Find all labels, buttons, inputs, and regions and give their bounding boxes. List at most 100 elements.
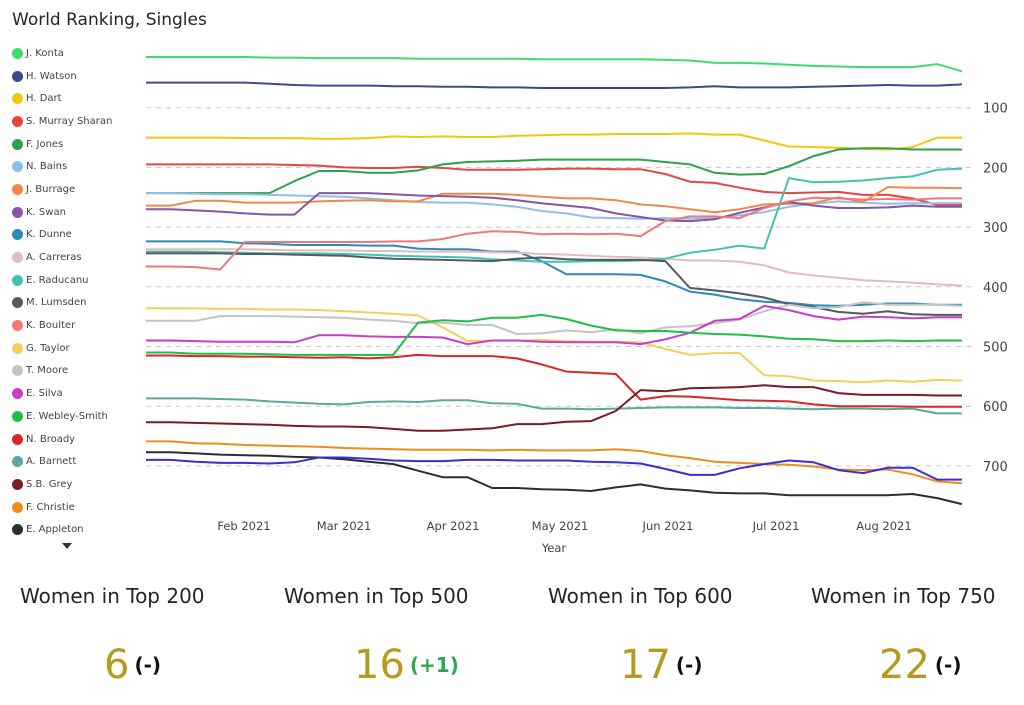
legend-item[interactable]: M. Lumsden [12, 292, 142, 315]
legend-label: K. Dunne [26, 229, 72, 241]
legend-item[interactable]: E. Appleton [12, 518, 142, 541]
x-tick-label: Feb 2021 [217, 519, 270, 533]
legend-item[interactable]: H. Watson [12, 65, 142, 88]
x-tick-label: Aug 2021 [856, 519, 911, 533]
legend-item[interactable]: F. Christie [12, 496, 142, 519]
legend-marker-icon [12, 229, 23, 241]
legend-label: F. Christie [26, 501, 75, 513]
kpi-value: 6 [104, 642, 130, 688]
series-line-h-dart [146, 132, 962, 151]
x-tick-label: Jul 2021 [752, 519, 800, 533]
series-line-g-taylor [146, 307, 963, 384]
legend-marker-icon [12, 524, 23, 536]
legend-item[interactable]: E. Raducanu [12, 269, 142, 292]
legend-marker-icon [12, 183, 23, 195]
legend-item[interactable]: S.B. Grey [12, 473, 142, 496]
kpi-top-600: Women in Top 600 17 (-) [548, 584, 804, 688]
legend-marker-icon [12, 342, 23, 354]
legend-item[interactable]: T. Moore [12, 360, 142, 383]
series-line-k-swan [146, 192, 962, 223]
kpi-top-750: Women in Top 750 22 (-) [811, 584, 1024, 688]
legend-label: F. Jones [26, 138, 64, 150]
kpi-label: Women in Top 600 [548, 584, 733, 608]
legend-marker-icon [12, 320, 23, 332]
legend-marker-icon [12, 161, 23, 173]
series-line-j-burrage [146, 186, 963, 214]
x-tick-label: Jun 2021 [642, 519, 694, 533]
legend-item[interactable]: K. Dunne [12, 224, 142, 247]
legend-marker-icon [12, 70, 23, 82]
series-line-e-silva [146, 304, 962, 346]
legend-item[interactable]: K. Swan [12, 201, 142, 224]
legend-scroll-down-icon[interactable] [62, 543, 72, 549]
legend-label: J. Konta [26, 47, 64, 59]
legend-item[interactable]: E. Silva [12, 382, 142, 405]
series-line-j-konta [146, 56, 963, 73]
legend-marker-icon [12, 297, 23, 309]
legend-marker-icon [12, 115, 23, 127]
legend-marker-icon [12, 501, 23, 513]
kpi-value: 22 [879, 642, 930, 688]
line-chart: 100 200 300 400 500 600 700 Feb 2021 Mar 2021 Apr… [146, 56, 1008, 555]
legend-label: E. Silva [26, 388, 63, 400]
kpi-delta: (-) [134, 653, 162, 677]
y-tick-label: 300 [983, 221, 1008, 236]
legend-item[interactable]: K. Boulter [12, 314, 142, 337]
series-line-h-watson [146, 81, 963, 89]
legend-label: A. Barnett [26, 456, 77, 468]
legend-item[interactable]: J. Burrage [12, 178, 142, 201]
legend-item[interactable]: J. Konta [12, 42, 142, 65]
kpi-label: Women in Top 500 [284, 584, 469, 608]
kpi-label: Women in Top 200 [20, 584, 205, 608]
kpi-delta: (+1) [409, 653, 459, 677]
legend-marker-icon [12, 138, 23, 150]
series-line-n-bains [146, 192, 962, 220]
legend-item[interactable]: N. Broady [12, 428, 142, 451]
legend-label: G. Taylor [26, 342, 70, 354]
legend-marker-icon [12, 478, 23, 490]
legend-marker-icon [12, 274, 23, 286]
series-line-s-murray-sharan [146, 163, 962, 206]
series-line-k-boulter [146, 196, 962, 271]
kpi-delta: (-) [675, 653, 703, 677]
legend-marker-icon [12, 206, 23, 218]
legend-item[interactable]: E. Webley-Smith [12, 405, 142, 428]
legend-marker-icon [12, 93, 23, 105]
x-tick-label: May 2021 [532, 519, 589, 533]
y-tick-label: 700 [983, 460, 1008, 475]
chart-title: World Ranking, Singles [12, 10, 207, 30]
legend-marker-icon [12, 410, 23, 422]
y-tick-label: 100 [983, 102, 1008, 117]
legend-label: S.B. Grey [26, 478, 73, 490]
y-tick-label: 500 [983, 341, 1008, 356]
x-axis-title: Year [541, 541, 567, 555]
series-line-s-b-grey [146, 384, 962, 432]
legend-label: H. Watson [26, 70, 77, 82]
kpi-top-200: Women in Top 200 6 (-) [20, 584, 276, 688]
y-tick-label: 600 [983, 400, 1008, 415]
legend-item[interactable]: N. Bains [12, 155, 142, 178]
kpi-label: Women in Top 750 [811, 584, 996, 608]
legend-marker-icon [12, 365, 23, 377]
legend-marker-icon [12, 456, 23, 468]
legend-marker-icon [12, 388, 23, 400]
legend-item[interactable]: S. Murray Sharan [12, 110, 142, 133]
legend-label: N. Bains [26, 161, 68, 173]
kpi-value: 16 [354, 642, 405, 688]
legend-label: J. Burrage [26, 183, 76, 195]
legend-marker-icon [12, 47, 23, 59]
legend-item[interactable]: F. Jones [12, 133, 142, 156]
legend-label: E. Raducanu [26, 274, 89, 286]
y-tick-label: 400 [983, 281, 1008, 296]
legend-item[interactable]: G. Taylor [12, 337, 142, 360]
legend-label: E. Appleton [26, 524, 84, 536]
legend-item[interactable]: A. Barnett [12, 450, 142, 473]
legend-item[interactable]: A. Carreras [12, 246, 142, 269]
legend-label: M. Lumsden [26, 297, 87, 309]
legend-label: N. Broady [26, 433, 76, 445]
y-tick-label: 200 [983, 161, 1008, 176]
legend-item[interactable]: H. Dart [12, 87, 142, 110]
series-line-a-carreras [146, 248, 963, 287]
legend-label: T. Moore [26, 365, 69, 377]
legend-marker-icon [12, 433, 23, 445]
